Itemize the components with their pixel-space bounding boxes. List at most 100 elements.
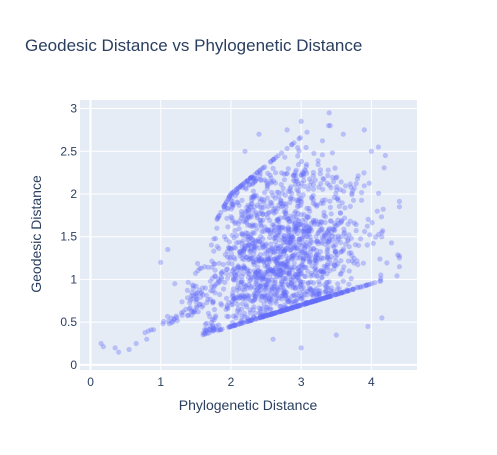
data-point [327, 287, 333, 293]
data-point [284, 296, 290, 302]
data-point [341, 289, 347, 295]
data-point [237, 253, 243, 259]
data-point [245, 293, 251, 299]
data-point [248, 175, 254, 181]
data-point [234, 233, 240, 239]
data-point [226, 245, 232, 251]
data-point [299, 172, 305, 178]
data-point [273, 255, 279, 261]
data-point [330, 292, 336, 299]
data-point [349, 253, 355, 259]
data-point [334, 222, 340, 228]
data-point [291, 260, 297, 266]
data-point [238, 320, 244, 326]
data-point [293, 272, 299, 278]
data-point [307, 258, 313, 265]
data-point [263, 313, 270, 319]
chart-title: Geodesic Distance vs Phylogenetic Distan… [25, 36, 362, 55]
data-point [265, 247, 271, 253]
data-point [345, 237, 351, 243]
data-point [288, 300, 294, 306]
data-point [327, 293, 333, 299]
data-point [242, 180, 248, 186]
data-point [232, 322, 238, 328]
data-point [293, 226, 300, 232]
data-point [300, 279, 306, 285]
data-point [311, 280, 317, 286]
data-point [304, 252, 310, 258]
data-point [291, 274, 297, 280]
data-point [296, 203, 302, 209]
data-point [305, 268, 311, 274]
data-point [253, 279, 259, 285]
data-point [225, 314, 232, 320]
data-point [308, 248, 314, 255]
data-point [325, 294, 331, 300]
data-point [305, 289, 311, 295]
data-point [235, 264, 241, 270]
data-point [328, 293, 334, 299]
data-point [271, 210, 277, 216]
data-point [223, 236, 229, 242]
data-point [265, 263, 271, 269]
data-point [196, 287, 202, 293]
data-point [308, 273, 314, 279]
data-point [297, 198, 303, 204]
data-point [281, 307, 287, 313]
data-point [333, 332, 339, 338]
data-point [290, 299, 296, 305]
data-point [290, 252, 296, 258]
data-point [313, 239, 319, 245]
data-point [243, 186, 249, 192]
data-point [277, 304, 283, 310]
data-point [317, 296, 323, 302]
data-point [275, 153, 281, 159]
data-point [238, 279, 244, 285]
data-point [298, 228, 304, 234]
data-point [273, 155, 279, 161]
data-point [268, 179, 274, 185]
data-point [243, 185, 249, 191]
data-point [289, 256, 295, 262]
data-point [306, 205, 312, 211]
data-point [100, 344, 106, 350]
data-point [256, 315, 262, 321]
y-tick-label: 2 [70, 187, 77, 201]
data-point [236, 239, 242, 245]
data-point [260, 314, 266, 320]
data-point [286, 270, 292, 276]
data-point [241, 252, 247, 258]
data-point [304, 223, 310, 230]
data-point [298, 221, 304, 227]
data-point [248, 175, 254, 181]
data-point [324, 247, 331, 253]
data-point [306, 254, 312, 260]
data-point [265, 254, 271, 260]
data-point [260, 243, 266, 250]
data-point [253, 280, 259, 287]
data-point [281, 287, 287, 293]
data-point [265, 227, 271, 233]
data-point [335, 233, 341, 239]
data-point [271, 206, 277, 213]
data-point [294, 178, 300, 184]
data-point [353, 221, 359, 228]
data-point [306, 231, 312, 237]
data-point [331, 194, 337, 201]
data-point [221, 203, 227, 210]
data-point [277, 308, 283, 314]
data-point [314, 297, 320, 303]
data-point [329, 230, 335, 236]
data-point [299, 199, 305, 205]
data-point [260, 314, 266, 320]
data-point [351, 255, 357, 261]
data-point [310, 272, 316, 278]
data-point [228, 271, 234, 277]
data-point [348, 275, 354, 282]
data-point [257, 239, 263, 245]
data-point [222, 201, 228, 207]
data-point [278, 260, 284, 266]
data-point [314, 293, 320, 300]
data-point [279, 296, 285, 302]
data-point [313, 252, 319, 258]
